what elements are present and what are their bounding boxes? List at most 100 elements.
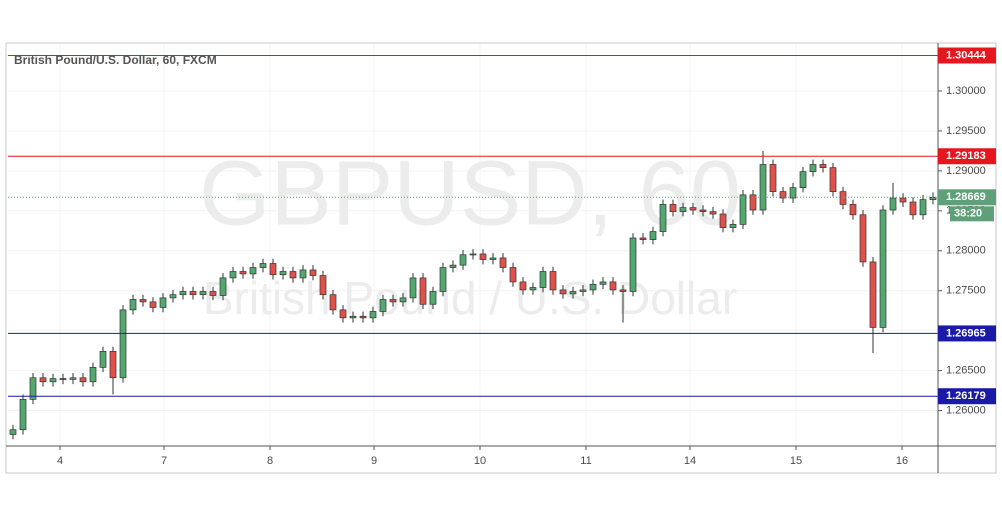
candle-body (229, 271, 237, 279)
x-tick-label: 10 (474, 455, 486, 467)
candle-body (139, 299, 147, 303)
candle-body (199, 291, 207, 296)
candle-body (169, 294, 177, 299)
grid (8, 44, 938, 446)
plot (8, 55, 938, 440)
candle-body (349, 315, 357, 319)
candle-body (789, 187, 797, 199)
candle-body (539, 271, 547, 288)
level-label: 1.30444 (946, 49, 987, 61)
candle-body (109, 351, 117, 379)
candle-body (469, 253, 477, 256)
candle-body (609, 281, 617, 291)
candle-body (249, 267, 257, 275)
chart-frame (5, 42, 997, 474)
candle-body (419, 277, 427, 305)
candle-body (89, 367, 97, 383)
candle-body (269, 263, 277, 276)
candle-body (69, 377, 77, 380)
candle-body (459, 254, 467, 266)
candle-body (159, 297, 167, 308)
candle-body (179, 291, 187, 296)
candle-body (779, 191, 787, 199)
candle-body (99, 351, 107, 368)
y-tick-label: 1.28000 (946, 245, 986, 257)
candle-body (319, 275, 327, 296)
candle-body (449, 264, 457, 268)
candle-body (119, 309, 127, 379)
x-tick-label: 8 (267, 455, 273, 467)
x-tick-label: 15 (790, 455, 802, 467)
candle-body (329, 294, 337, 311)
x-tick-label: 16 (896, 455, 908, 467)
candle-body (149, 301, 157, 308)
candle-body (619, 289, 627, 292)
candle-body (219, 277, 227, 296)
candle-body (9, 429, 17, 435)
candle-body (809, 164, 817, 173)
candle-body (819, 164, 827, 169)
candle-body (389, 299, 397, 303)
candle-body (239, 271, 247, 275)
candle-body (519, 281, 527, 291)
watermark-subtitle: British Pound / U.S. Dollar (203, 272, 737, 324)
candle-body (759, 164, 767, 211)
last-price-label-bg (938, 189, 996, 206)
axes: 1.260001.265001.270001.275001.280001.285… (57, 47, 996, 467)
candle-body (869, 261, 877, 328)
x-tick-label: 7 (161, 455, 167, 467)
candle-body (189, 291, 197, 296)
candle-body (689, 207, 697, 211)
candle-body (279, 271, 287, 276)
countdown: 38:20 (954, 208, 982, 220)
x-tick-label: 4 (57, 455, 63, 467)
candle-body (59, 378, 67, 380)
candle-body (719, 213, 727, 228)
candle-body (299, 269, 307, 279)
candle-body (659, 204, 667, 232)
y-tick-label: 1.30000 (946, 85, 986, 97)
level-label-bg (938, 388, 996, 405)
candle-body (289, 271, 297, 279)
candle-body (829, 167, 837, 192)
last-price-label: 1.28669 (946, 191, 986, 203)
x-tick-label: 14 (684, 455, 696, 467)
candle-body (799, 171, 807, 188)
candle-body (639, 237, 647, 240)
candle-body (359, 315, 367, 319)
level-label-bg (938, 47, 996, 64)
candle-body (839, 191, 847, 205)
candle-body (399, 297, 407, 303)
candle-body (569, 291, 577, 295)
candle-body (259, 263, 267, 268)
y-tick-label: 1.26000 (946, 404, 986, 416)
level-label: 1.26965 (946, 327, 986, 339)
level-label: 1.26179 (946, 390, 986, 402)
candle-body (379, 299, 387, 312)
candle-body (49, 378, 57, 383)
countdown-bg (950, 206, 994, 222)
candle-body (769, 164, 777, 192)
y-tick-label: 1.29000 (946, 165, 986, 177)
candle-body (859, 214, 867, 263)
x-tick-label: 11 (580, 455, 591, 467)
candle-body (79, 377, 87, 383)
candle-body (749, 194, 757, 211)
y-tick-label: 1.29500 (946, 125, 986, 137)
candle-body (559, 289, 567, 295)
candle-body (369, 311, 377, 319)
candle-body (129, 299, 137, 311)
candle-body (479, 253, 487, 260)
candle-body (709, 211, 717, 215)
candle-body (739, 194, 747, 225)
candle-body (309, 269, 317, 276)
candle-body (409, 277, 417, 299)
watermark: GBPUSD, 60 (199, 142, 741, 244)
candle-body (669, 204, 677, 212)
candle-body (919, 199, 927, 216)
candle-body (209, 291, 217, 296)
candle-body (589, 283, 597, 291)
candle-body (889, 197, 897, 211)
candle-body (339, 309, 347, 319)
